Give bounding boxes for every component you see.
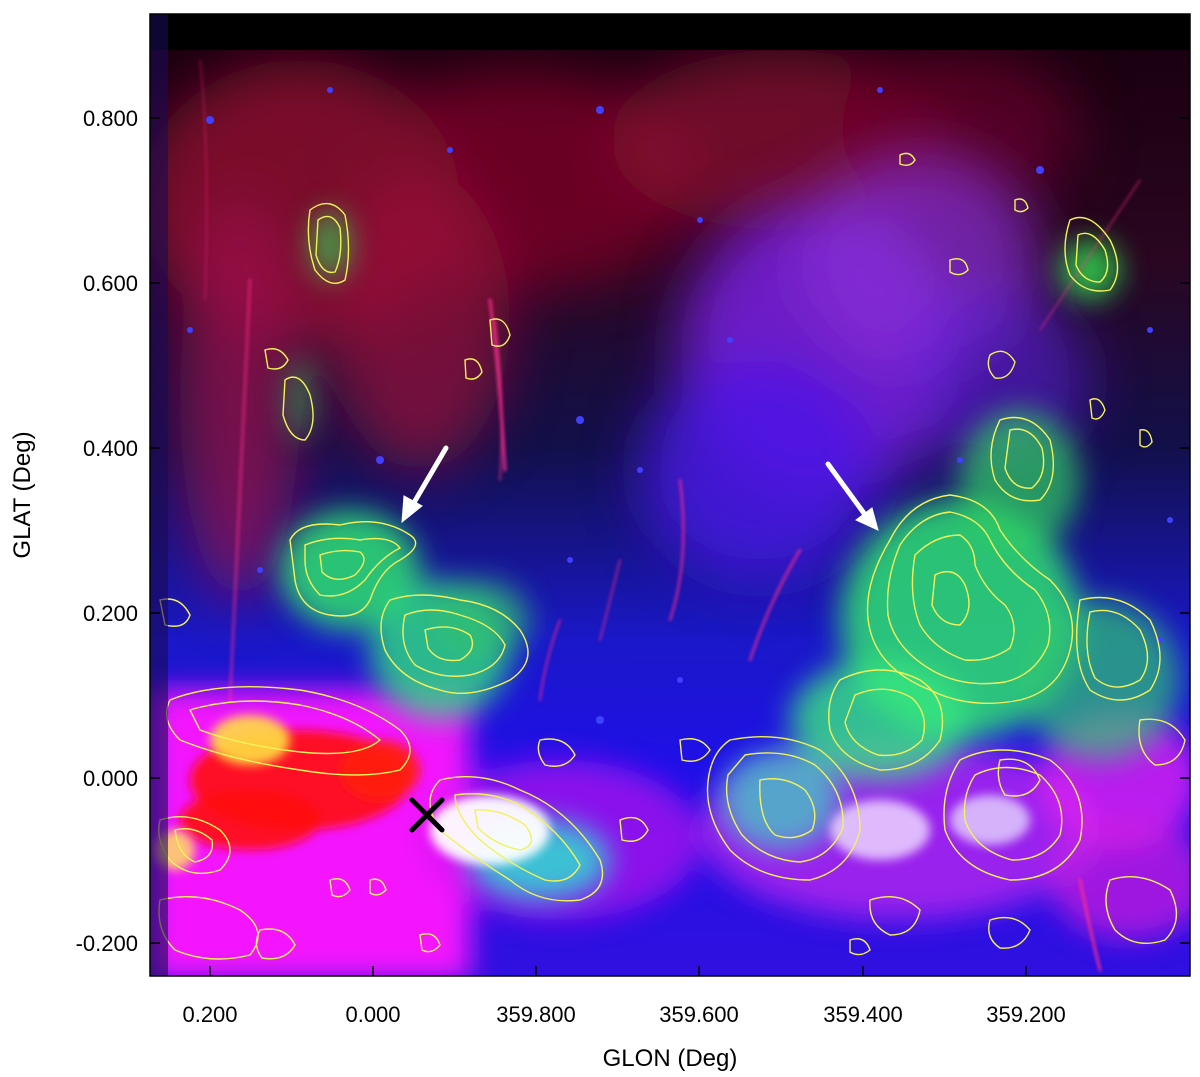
x-tick-label: 359.200 — [986, 1002, 1066, 1027]
arrow-pointer-right — [825, 461, 879, 531]
x-tick-label: 359.400 — [823, 1002, 903, 1027]
y-tick-label: -0.200 — [76, 931, 138, 956]
red-diffuse-emission — [150, 50, 1080, 600]
plot-border — [149, 13, 1191, 977]
y-tick-label: 0.600 — [83, 271, 138, 296]
left-edge-strip — [150, 14, 168, 976]
x-cross-marker — [409, 797, 445, 833]
radio-filaments — [199, 59, 1141, 972]
image-panel — [150, 14, 1190, 976]
arrow-pointer-left — [401, 445, 449, 524]
y-tick-label: 0.800 — [83, 106, 138, 131]
y-axis-title: GLAT (Deg) — [9, 431, 36, 558]
purple-plume — [640, 150, 1090, 580]
y-tick-label: 0.000 — [83, 766, 138, 791]
bright-cores — [155, 715, 1030, 870]
blue-point-sources — [187, 87, 1173, 724]
y-axis-ticks — [150, 117, 1190, 944]
x-tick-label: 0.200 — [182, 1002, 237, 1027]
yellow-contours — [158, 152, 1186, 960]
x-tick-label: 359.600 — [659, 1002, 739, 1027]
x-axis-title: GLON (Deg) — [603, 1045, 738, 1072]
y-tick-label: 0.200 — [83, 601, 138, 626]
no-data-band — [150, 14, 1190, 50]
x-axis-ticks — [209, 14, 1027, 976]
x-tick-label: 359.800 — [496, 1002, 576, 1027]
y-tick-label: 0.400 — [83, 436, 138, 461]
x-tick-label: 0.000 — [345, 1002, 400, 1027]
